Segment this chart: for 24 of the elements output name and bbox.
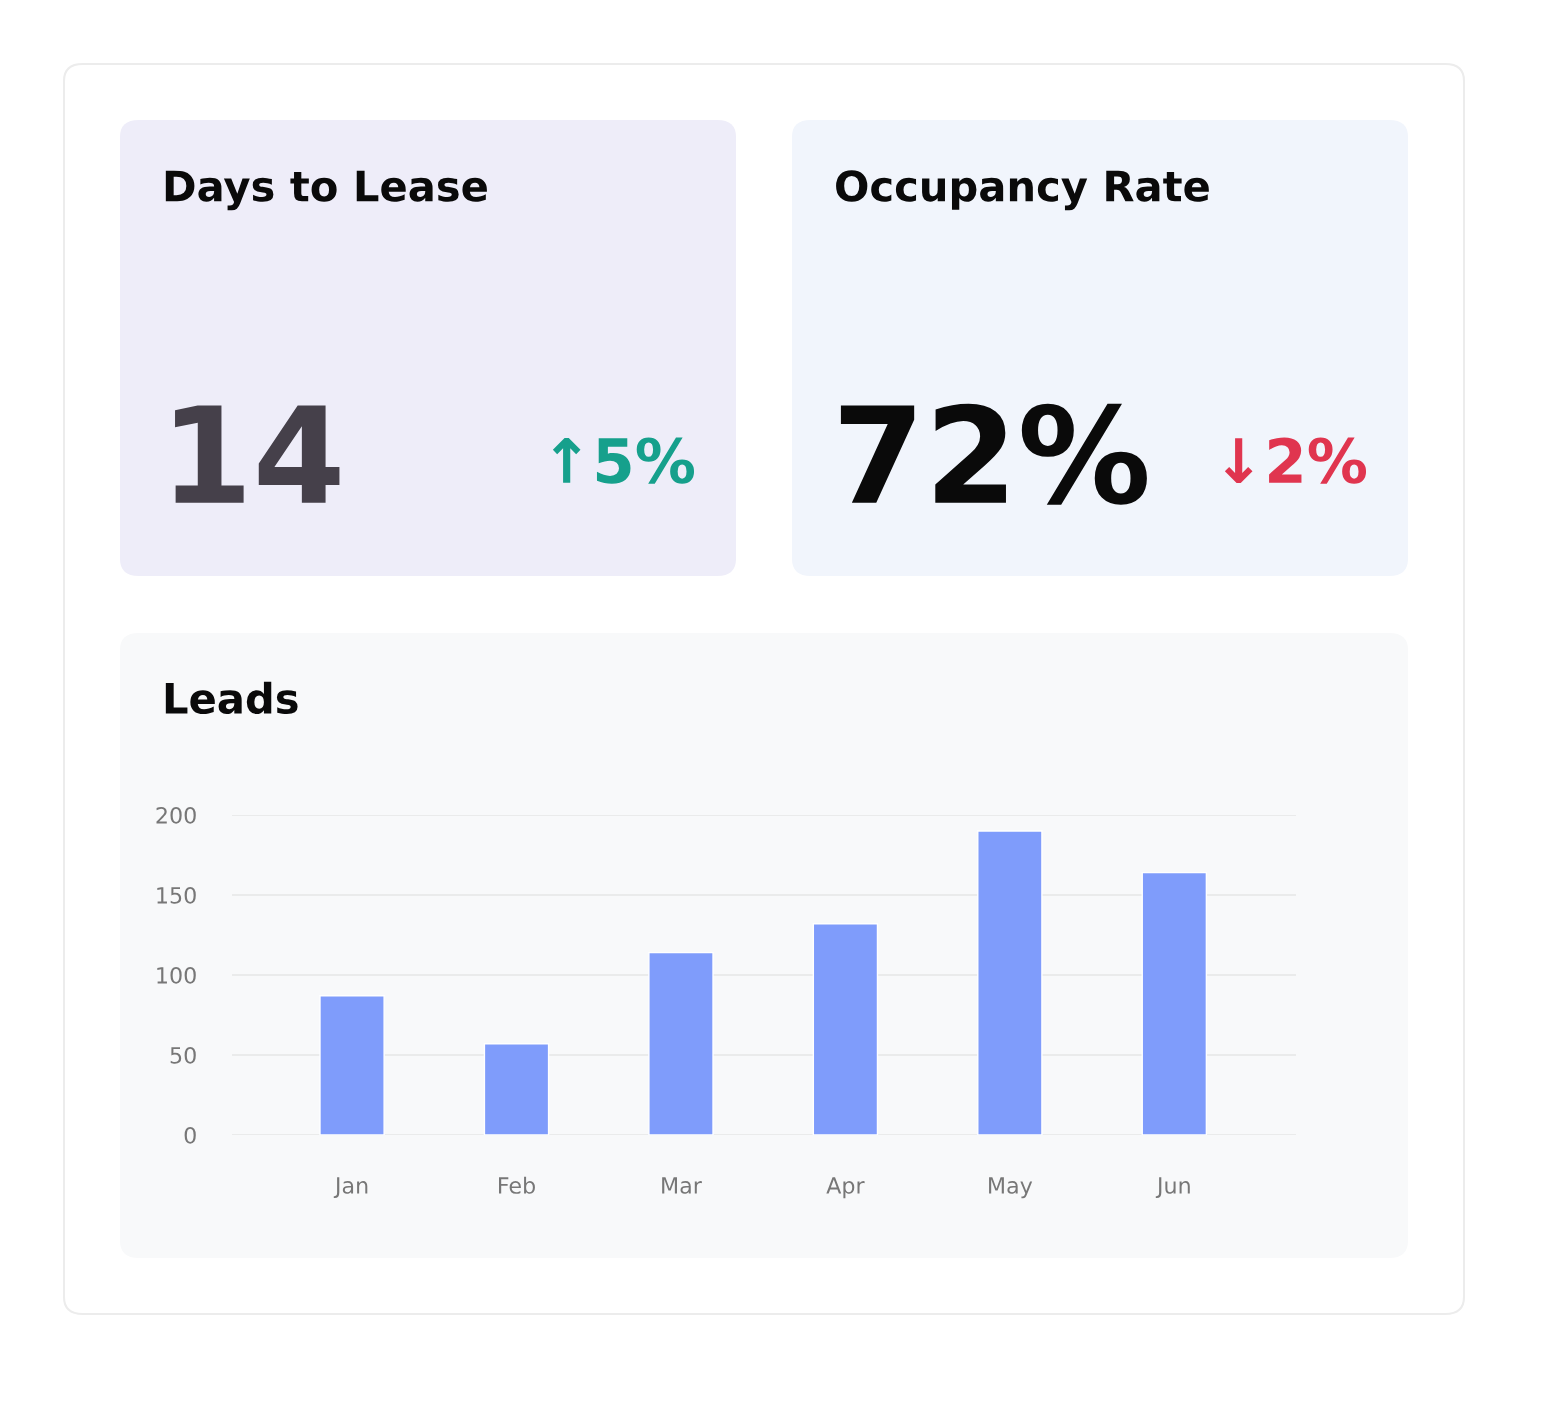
text: Occupancy Rate [836,170,1209,211]
bar [648,951,714,1135]
text: 14 [175,405,340,503]
bar [319,995,385,1135]
x-tick-label: Jan [333,1177,368,1198]
x-tick-label: Mar [662,1177,702,1194]
text: ↓2% [1224,437,1367,484]
x-tick-label: Apr [826,1177,865,1199]
text: Days to Lease [165,170,487,211]
y-tick-label: 100 [157,966,196,984]
y-tick-label: 50 [170,1046,196,1064]
x-tick-label: May [989,1177,1033,1199]
chart-title: Leads [165,681,298,715]
text: 72% [840,403,1147,505]
bar [1141,871,1208,1135]
y-tick-label: 200 [156,806,196,824]
y-tick-label: 0 [184,1126,196,1144]
bar [812,923,879,1135]
y-tick-label: 150 [157,886,196,904]
text: ↑5% [552,437,695,484]
x-tick-label: Feb [499,1176,535,1194]
bar [977,830,1043,1135]
x-tick-label: Jun [1155,1177,1190,1198]
bar [483,1043,550,1135]
